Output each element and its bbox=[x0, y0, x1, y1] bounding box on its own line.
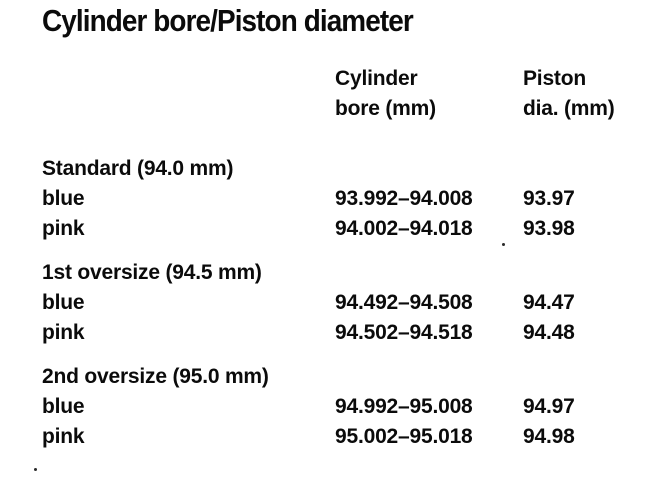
group-label: Standard (94.0 mm) bbox=[42, 157, 234, 180]
group-label: 2nd oversize (95.0 mm) bbox=[42, 365, 269, 388]
table-row: blue 94.492–94.508 94.47 bbox=[42, 288, 652, 318]
column-header-line: Cylinder bbox=[335, 67, 418, 90]
bore-value: 94.992–95.008 bbox=[335, 395, 473, 418]
color-label: pink bbox=[42, 217, 85, 240]
piston-value: 94.97 bbox=[523, 395, 575, 418]
piston-value: 93.97 bbox=[523, 187, 575, 210]
group-heading-row: Standard (94.0 mm) bbox=[42, 154, 652, 184]
header-spacer bbox=[42, 64, 335, 124]
bore-value: 95.002–95.018 bbox=[335, 425, 473, 448]
color-label: blue bbox=[42, 291, 85, 314]
color-label: blue bbox=[42, 395, 85, 418]
group-label: 1st oversize (94.5 mm) bbox=[42, 261, 262, 284]
group-1st-oversize: 1st oversize (94.5 mm) blue 94.492–94.50… bbox=[42, 258, 652, 348]
bore-value: 93.992–94.008 bbox=[335, 187, 473, 210]
table-row: blue 94.992–95.008 94.97 bbox=[42, 392, 652, 422]
page-title: Cylinder bore/Piston diameter bbox=[42, 3, 414, 38]
piston-value: 94.47 bbox=[523, 291, 575, 314]
spec-table: Cylinder bore (mm) Piston dia. (mm) Stan… bbox=[42, 64, 652, 452]
table-row: pink 94.502–94.518 94.48 bbox=[42, 318, 652, 348]
color-label: pink bbox=[42, 321, 85, 344]
bore-value: 94.002–94.018 bbox=[335, 217, 473, 240]
table-row: blue 93.992–94.008 93.97 bbox=[42, 184, 652, 214]
color-label: pink bbox=[42, 425, 85, 448]
color-label: blue bbox=[42, 187, 85, 210]
group-2nd-oversize: 2nd oversize (95.0 mm) blue 94.992–95.00… bbox=[42, 362, 652, 452]
column-header-cylinder-bore: Cylinder bore (mm) bbox=[335, 64, 523, 124]
group-heading-row: 2nd oversize (95.0 mm) bbox=[42, 362, 652, 392]
column-header-line: dia. (mm) bbox=[523, 97, 615, 120]
bore-value: 94.502–94.518 bbox=[335, 321, 473, 344]
bore-value: 94.492–94.508 bbox=[335, 291, 473, 314]
column-header-line: Piston bbox=[523, 67, 586, 90]
table-row: pink 94.002–94.018 93.98 bbox=[42, 214, 652, 244]
table-row: pink 95.002–95.018 94.98 bbox=[42, 422, 652, 452]
scan-artifact-dot bbox=[34, 468, 37, 471]
group-heading-row: 1st oversize (94.5 mm) bbox=[42, 258, 652, 288]
column-header-piston-dia: Piston dia. (mm) bbox=[523, 64, 652, 124]
table-header-row: Cylinder bore (mm) Piston dia. (mm) bbox=[42, 64, 652, 124]
piston-value: 94.98 bbox=[523, 425, 575, 448]
piston-value: 93.98 bbox=[523, 217, 575, 240]
group-standard: Standard (94.0 mm) blue 93.992–94.008 93… bbox=[42, 154, 652, 244]
column-header-line: bore (mm) bbox=[335, 97, 436, 120]
scan-artifact-dot bbox=[502, 243, 505, 246]
piston-value: 94.48 bbox=[523, 321, 575, 344]
